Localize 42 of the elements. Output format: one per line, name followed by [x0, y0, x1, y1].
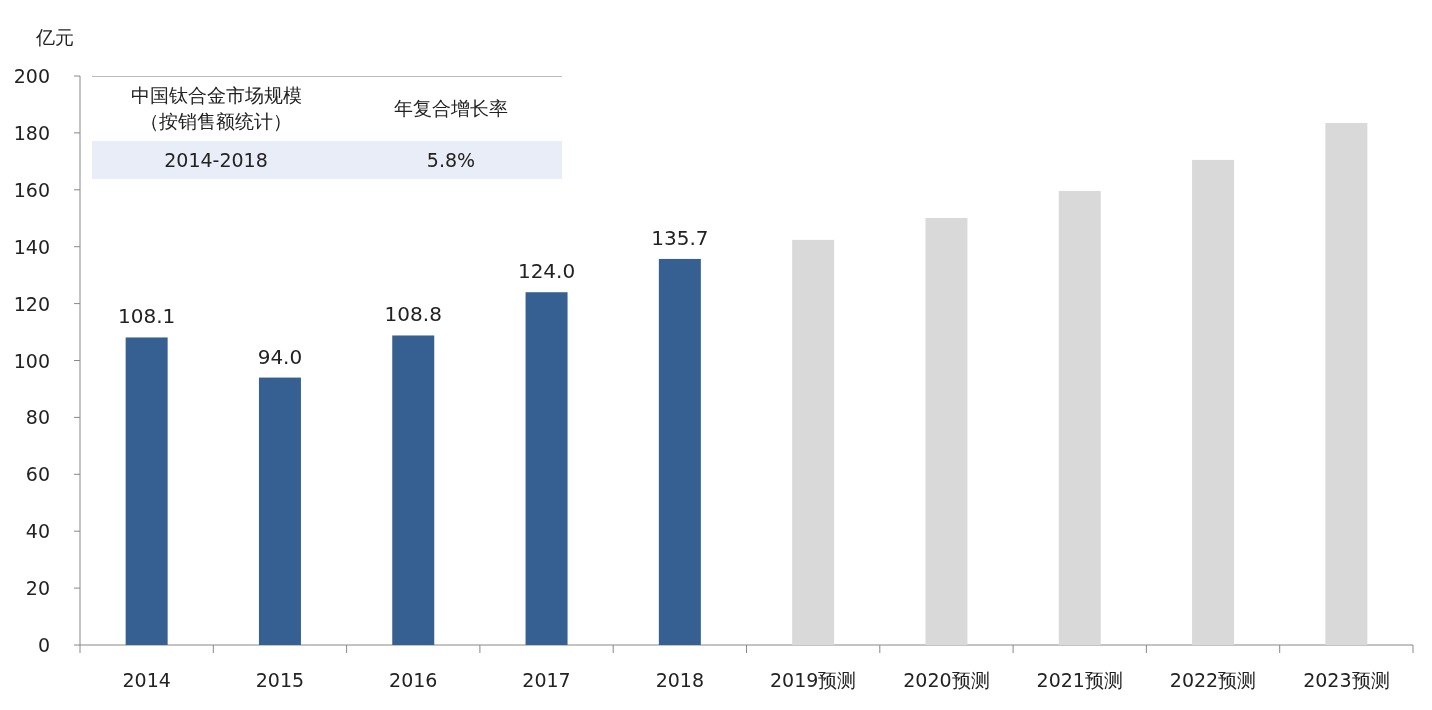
bar: [658, 258, 701, 645]
y-tick-label: 40: [25, 520, 50, 543]
annotation: 5.8%: [426, 149, 476, 171]
y-tick-label: 60: [25, 463, 50, 486]
data-label: 135.7: [651, 225, 709, 250]
data-label: 124.0: [517, 259, 576, 284]
bar: [525, 292, 568, 645]
x-tick-label: 2023预测: [1303, 669, 1390, 691]
y-tick-label: 80: [25, 406, 50, 429]
x-tick-label: 2017: [522, 669, 571, 691]
bar: [1192, 159, 1235, 645]
data-label: 108.8: [384, 302, 442, 327]
x-tick-label: 2015: [255, 669, 305, 691]
bar: [392, 335, 435, 645]
y-tick-label: 140: [13, 235, 50, 258]
x-tick-label: 2014: [122, 669, 171, 691]
y-tick-label: 0: [37, 634, 50, 656]
x-tick-label: 2021预测: [1036, 669, 1123, 691]
y-tick-label: 120: [13, 292, 50, 315]
annotation: 中国钛合金市场规模（按销售额统计）: [129, 83, 303, 134]
bar: [1058, 190, 1101, 645]
x-tick-label: 2022预测: [1169, 669, 1257, 691]
y-axis-title: 亿元: [35, 26, 74, 48]
table-row-shading: 2014-2018 5.8%: [92, 141, 562, 179]
x-tick-label: 2020预测: [903, 669, 990, 691]
annotation: 2014-2018: [163, 149, 269, 171]
data-label: 108.1: [118, 304, 176, 329]
data-label: 94.0: [257, 344, 303, 369]
bar: [792, 239, 835, 645]
annotation: 年复合增长率: [394, 97, 508, 119]
bar: [925, 217, 968, 645]
bar: [125, 337, 168, 645]
y-tick-label: 160: [13, 178, 50, 201]
y-tick-label: 180: [13, 121, 50, 144]
x-tick-label: 2018: [655, 669, 705, 691]
y-tick-label: 200: [13, 65, 50, 87]
y-tick-label: 20: [25, 577, 50, 600]
x-tick-label: 2016: [389, 669, 438, 691]
bar: [258, 377, 301, 645]
x-tick-label: 2019预测: [769, 669, 857, 691]
bar: [1325, 122, 1368, 645]
y-tick-label: 100: [13, 349, 50, 372]
